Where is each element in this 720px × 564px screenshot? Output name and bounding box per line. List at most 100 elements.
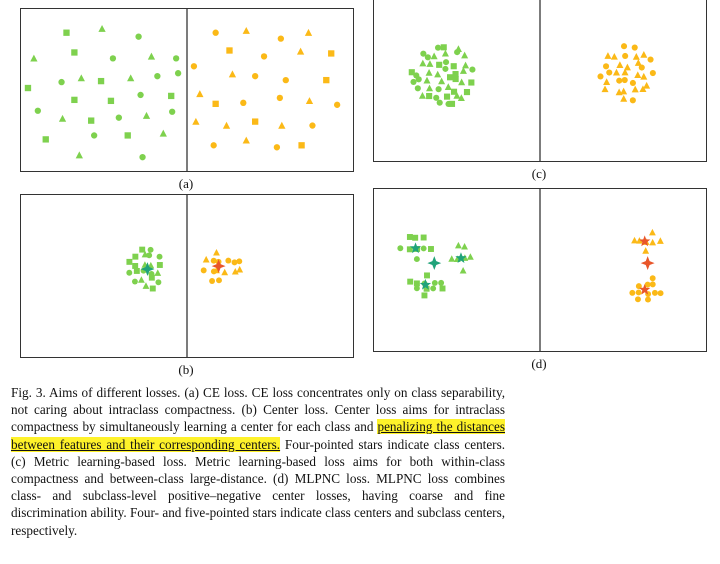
square-marker [424,272,430,279]
triangle-marker [454,241,462,249]
circle-marker [333,101,341,108]
circle-marker [649,69,656,77]
triangle-marker [459,266,467,274]
square-marker [443,93,451,100]
circle-marker [109,55,117,62]
triangle-marker [192,117,200,125]
square-marker [251,118,259,125]
triangle-marker [612,68,620,76]
square-marker [450,63,457,70]
circle-marker [442,65,449,72]
five-point-star-icon [639,235,651,247]
circle-marker [649,275,656,282]
circle-marker [622,52,629,60]
square-marker [107,97,115,105]
caption-text-2: Four-pointed stars indicate class center… [11,436,505,538]
square-marker [420,234,427,241]
circle-marker [415,76,422,83]
circle-marker [454,49,461,56]
panel-c [373,0,707,162]
scatter-center-loss [126,195,244,357]
square-marker [426,92,433,100]
triangle-marker [213,248,220,256]
square-marker [408,69,415,76]
circle-marker [602,63,610,70]
triangle-marker [137,276,145,283]
scatter-mlpnc-loss [397,189,664,351]
square-marker [423,285,430,292]
triangle-marker [649,228,656,236]
circle-marker [621,76,628,84]
circle-marker [216,277,222,284]
triangle-marker [425,68,433,76]
circle-marker [115,114,123,121]
square-marker [428,246,434,252]
circle-marker [629,289,636,296]
panel-c-label: (c) [531,166,547,181]
triangle-marker [604,52,612,59]
circle-marker [209,278,216,284]
triangle-marker [453,91,461,99]
triangle-marker [632,52,640,60]
circle-marker [397,245,404,252]
circle-marker [260,53,268,60]
triangle-marker [620,94,628,102]
triangle-marker [142,282,150,289]
circle-marker [139,154,146,161]
triangle-marker [434,70,442,78]
circle-marker [420,245,427,252]
circle-marker [273,144,281,151]
circle-marker [647,56,654,63]
four-point-star-icon [211,259,226,274]
circle-marker [147,246,154,253]
panel-a-label: (a) [178,176,194,191]
square-marker [463,89,471,96]
triangle-marker [462,61,470,69]
triangle-marker [458,78,466,86]
triangle-marker [642,247,650,254]
circle-marker [137,91,144,99]
triangle-marker [636,237,643,244]
panel-a [20,8,354,172]
four-point-star-icon [140,262,155,276]
circle-marker [277,35,285,42]
circle-marker [435,86,442,93]
triangle-marker [242,136,250,144]
circle-marker [631,44,638,51]
triangle-marker [30,54,38,62]
triangle-marker [419,59,427,67]
panel-d [373,188,707,352]
triangle-marker [656,237,664,244]
triangle-marker [616,61,624,69]
circle-marker [309,122,316,129]
square-marker [139,246,146,253]
circle-marker [200,267,207,274]
square-marker [132,253,139,260]
five-point-star-icon [409,242,422,254]
triangle-marker [242,26,250,34]
square-marker [156,262,163,268]
triangle-marker [423,76,431,84]
circle-marker [634,296,641,303]
square-marker [63,29,70,36]
square-marker [436,61,443,68]
triangle-marker [202,255,210,263]
circle-marker [620,43,628,50]
square-marker [328,50,335,57]
triangle-marker [222,121,231,129]
circle-marker [156,253,163,260]
square-marker [406,234,413,240]
circle-marker [34,107,42,114]
square-marker [439,285,446,292]
triangle-marker [441,49,449,57]
scatter-ce-loss [24,9,341,171]
triangle-marker [127,74,135,82]
circle-marker [469,66,476,73]
panel-b-label: (b) [178,362,194,377]
circle-marker [635,289,642,296]
five-point-star-icon [455,252,467,263]
circle-marker [174,70,182,77]
triangle-marker [142,111,151,119]
triangle-marker [58,114,67,122]
four-point-star-icon [427,256,442,270]
